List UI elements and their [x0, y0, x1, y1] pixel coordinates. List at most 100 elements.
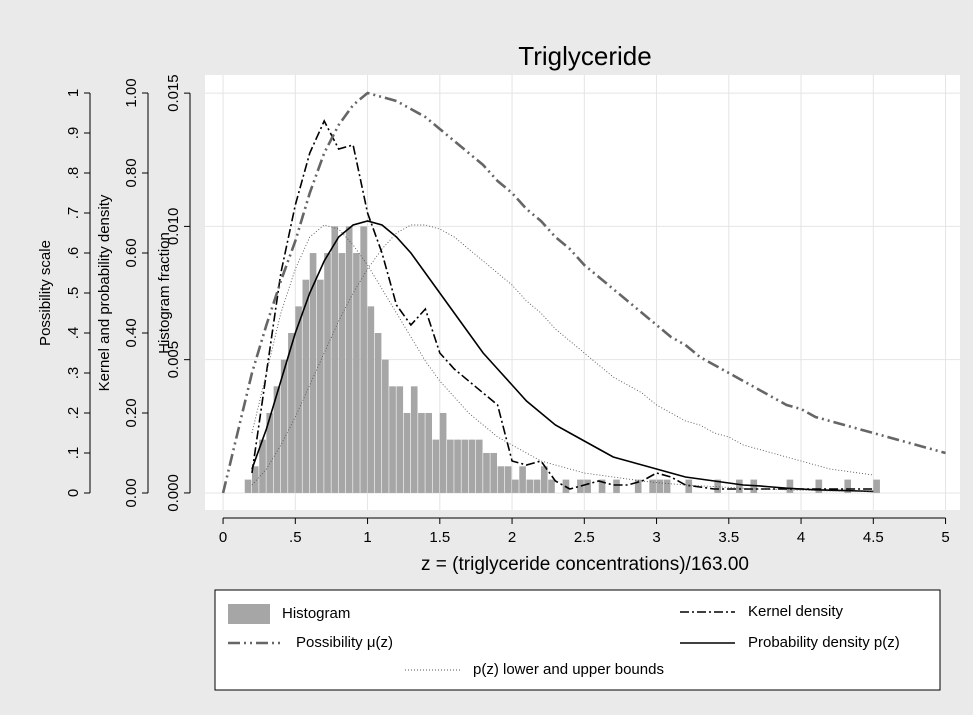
legend-box [214, 589, 941, 691]
histogram-bar [374, 333, 382, 493]
x-axis-label: z = (triglyceride concentrations)/163.00 [421, 554, 749, 575]
histogram-bar [302, 279, 310, 493]
histogram-bar [663, 479, 671, 493]
x-tick-label: 1.5 [429, 529, 450, 546]
histogram-bar [316, 279, 324, 493]
histogram-bar [389, 386, 396, 493]
x-tick-label: 3.5 [718, 529, 739, 546]
histogram-bar [512, 479, 519, 493]
x-tick-label: 2.5 [574, 529, 595, 546]
x-tick-label: 4 [797, 529, 805, 546]
y-tick-label: 0.010 [165, 208, 182, 246]
histogram-bar [425, 412, 432, 493]
histogram-bar [418, 412, 425, 493]
histogram-bar [331, 226, 339, 493]
y3-tick-label: .6 [65, 247, 82, 260]
legend-label: p(z) lower and upper bounds [473, 661, 664, 678]
y-axis-label: Histogram fraction [156, 232, 173, 354]
histogram-bar [714, 479, 721, 493]
y3-tick-label: 0 [65, 489, 82, 497]
histogram-bar [540, 466, 548, 493]
histogram-bar [273, 386, 281, 493]
histogram-bar [519, 466, 526, 493]
histogram-bar [324, 253, 331, 493]
y2-tick-label: 0.60 [123, 238, 140, 267]
histogram-bar [613, 479, 620, 493]
y3-tick-label: .5 [65, 287, 82, 300]
histogram-bar [447, 439, 454, 493]
x-tick-label: 1 [363, 529, 371, 546]
histogram-bar [403, 412, 411, 493]
y3-tick-label: .3 [65, 367, 82, 380]
y-tick-label: 0.000 [165, 474, 182, 512]
y2-axis-label: Kernel and probability density [96, 194, 113, 391]
histogram-bar [844, 479, 852, 493]
y3-tick-label: .4 [65, 327, 82, 340]
upper-bound-line [251, 224, 874, 486]
x-tick-label: 5 [941, 529, 949, 546]
legend-label: Probability density p(z) [748, 634, 900, 651]
histogram-bar [295, 306, 302, 493]
histogram-bar [259, 439, 266, 493]
histogram-bar [280, 359, 288, 493]
histogram-bar [367, 306, 375, 493]
y2-tick-label: 0.00 [123, 478, 140, 507]
histogram-bar [266, 412, 274, 493]
histogram-bar [251, 466, 259, 493]
histogram-bar [461, 439, 469, 493]
y3-tick-label: .8 [65, 167, 82, 180]
y3-tick-label: .1 [65, 447, 82, 460]
histogram-bar [353, 253, 360, 493]
histogram-bar [577, 479, 584, 493]
x-tick-label: .5 [289, 529, 302, 546]
histogram-bar [873, 479, 880, 493]
legend-label: Histogram [282, 605, 350, 622]
x-tick-label: 3 [652, 529, 660, 546]
chart-title: Triglyceride [518, 41, 651, 71]
y3-tick-label: .9 [65, 127, 82, 140]
histogram-bar [497, 466, 505, 493]
histogram-bar [815, 479, 823, 493]
histogram-bar [360, 226, 367, 493]
histogram-bar [439, 412, 447, 493]
histogram-bar [454, 439, 461, 493]
histogram-bar [309, 253, 317, 493]
histogram-bar [490, 452, 498, 493]
histogram-bar [656, 479, 664, 493]
x-tick-label: 4.5 [863, 529, 884, 546]
histogram-bar [634, 479, 642, 493]
legend-swatch [228, 604, 270, 624]
histogram-bar [786, 479, 794, 493]
y3-tick-label: .7 [65, 207, 82, 220]
histogram-bar [548, 479, 555, 493]
histogram-bar [685, 479, 693, 493]
histogram-bar [244, 479, 252, 493]
y3-axis-label: Possibility scale [37, 240, 54, 346]
histogram-bar [598, 479, 606, 493]
histogram-bar [410, 386, 418, 493]
histogram-bar [649, 479, 656, 493]
histogram-bar [483, 452, 490, 493]
histogram-bar [584, 479, 591, 493]
legend-label: Possibility μ(z) [296, 634, 393, 651]
x-tick-label: 0 [219, 529, 227, 546]
y2-tick-label: 0.80 [123, 158, 140, 187]
y2-tick-label: 0.20 [123, 398, 140, 427]
y-tick-label: 0.015 [165, 74, 182, 112]
histogram-bar [533, 479, 541, 493]
histogram-bar [504, 466, 512, 493]
y2-tick-label: 1.00 [123, 78, 140, 107]
y-tick-label: 0.005 [165, 341, 182, 379]
lower-bound-line [251, 224, 874, 493]
y3-tick-label: .2 [65, 407, 82, 420]
legend-label: Kernel density [748, 603, 844, 620]
histogram-bar [736, 479, 743, 493]
histogram-bar [475, 439, 483, 493]
y3-tick-label: 1 [65, 89, 82, 97]
histogram-bar [345, 226, 353, 493]
y2-tick-label: 0.40 [123, 318, 140, 347]
x-tick-label: 2 [508, 529, 516, 546]
histogram-bar [338, 253, 346, 493]
histogram-bar [432, 439, 440, 493]
